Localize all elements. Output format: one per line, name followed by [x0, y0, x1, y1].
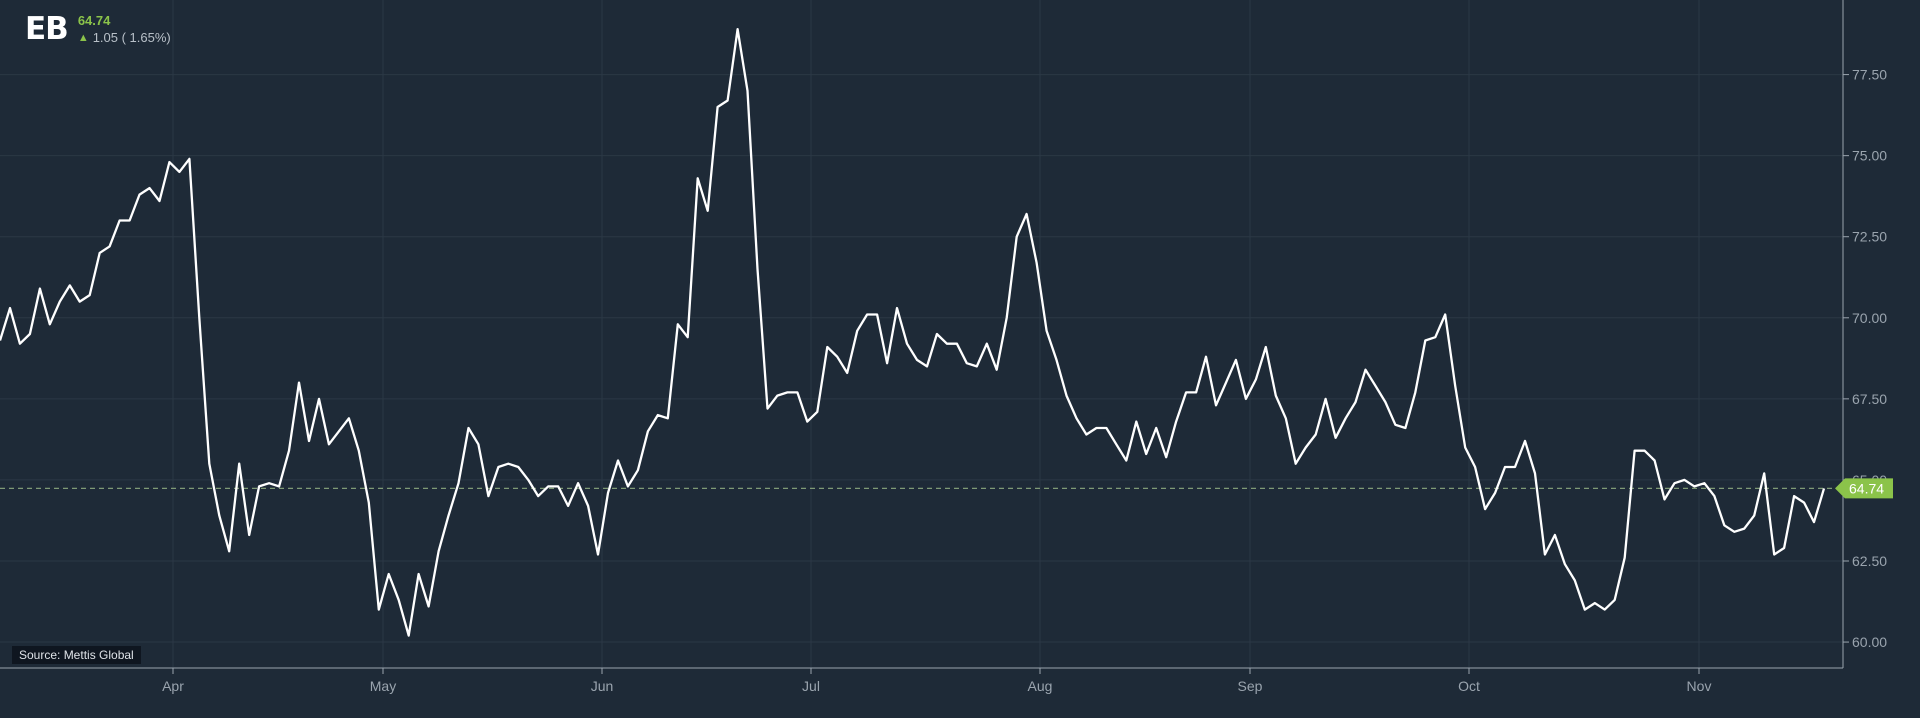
last-price-marker — [1835, 478, 1893, 499]
y-tick-label: 77.50 — [1852, 67, 1887, 83]
x-tick-label: Jul — [802, 678, 820, 694]
header: EB 64.74 ▲ 1.05 ( 1.65%) — [25, 10, 171, 48]
y-tick-label: 70.00 — [1852, 310, 1887, 326]
y-tick-label: 62.50 — [1852, 553, 1887, 569]
source-label: Source: Mettis Global — [12, 646, 141, 664]
x-tick-label: May — [370, 678, 396, 694]
x-tick-label: Aug — [1028, 678, 1053, 694]
y-tick-label: 75.00 — [1852, 148, 1887, 164]
y-tick-label: 72.50 — [1852, 229, 1887, 245]
ticker-symbol: EB — [25, 11, 69, 47]
x-tick-label: Nov — [1687, 678, 1712, 694]
y-tick-label: 67.50 — [1852, 391, 1887, 407]
x-tick-label: Apr — [162, 678, 184, 694]
quote-block: 64.74 ▲ 1.05 ( 1.65%) — [78, 10, 171, 47]
x-tick-label: Sep — [1238, 678, 1263, 694]
price-change: ▲ 1.05 ( 1.65%) — [78, 29, 171, 47]
price-series-line — [0, 28, 1826, 637]
x-tick-label: Oct — [1458, 678, 1480, 694]
x-tick-label: Jun — [591, 678, 614, 694]
current-price: 64.74 — [77, 13, 111, 28]
last-price-label: 64.74 — [1849, 480, 1884, 496]
y-tick-label: 60.00 — [1852, 634, 1887, 650]
change-value: 1.05 ( 1.65%) — [92, 30, 171, 45]
arrow-up-icon: ▲ — [77, 32, 89, 44]
